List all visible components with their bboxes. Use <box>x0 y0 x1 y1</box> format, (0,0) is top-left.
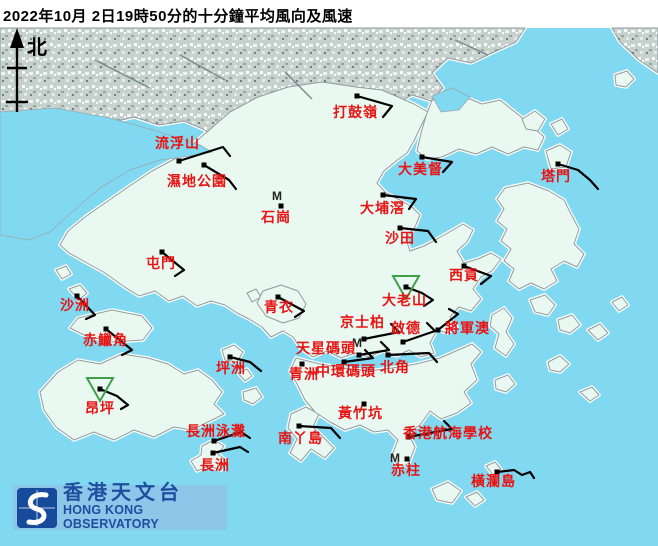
triangle-marker-tates-cairn <box>391 275 421 302</box>
starling-inlet-water <box>431 87 471 113</box>
wind-barb-north-point <box>386 351 439 364</box>
wind-barb-cheung-chau-beach <box>212 430 252 443</box>
station-dot-green-island <box>299 361 305 367</box>
map-title: 2022年10月 2日19時50分的十分鐘平均風向及風速 <box>3 8 353 25</box>
wind-barb-tai-po-kau <box>381 193 418 211</box>
station-dot-lau-fau-shan <box>176 158 182 164</box>
north-label: 北 <box>27 37 47 59</box>
station-dot-ta-kwu-ling <box>354 93 360 99</box>
hko-logo-banner: 香港天文台 HONG KONG OBSERVATORY <box>13 482 227 531</box>
station-dot-cheung-chau <box>210 450 216 456</box>
station-dot-central-pier <box>341 359 347 365</box>
station-dot-star-ferry <box>356 352 362 358</box>
station-dot-sai-kung <box>461 263 467 269</box>
station-dot-tai-po-kau <box>380 192 386 198</box>
station-dot-hk-sea-school <box>405 434 411 440</box>
station-dot-cheung-chau-beach <box>211 438 217 444</box>
hko-logo-english: HONG KONG OBSERVATORY <box>63 503 159 531</box>
station-dot-tates-cairn <box>403 284 409 290</box>
station-dot-tap-mun <box>555 161 561 167</box>
station-dot-sha-chau <box>74 293 80 299</box>
station-dot-ngong-ping <box>97 386 103 392</box>
wind-barb-tai-mei-tuk <box>420 155 454 174</box>
missing-data-marker-kings-park: M <box>352 336 362 350</box>
triangle-marker-ngong-ping <box>85 377 115 404</box>
wind-barb-waglan-island <box>495 468 536 480</box>
north-arrow <box>6 28 28 112</box>
station-dot-tuen-mun <box>159 249 165 255</box>
station-dot-chek-lap-kok <box>103 326 109 332</box>
wind-barb-wetland-park <box>202 163 238 191</box>
wind-barb-tap-mun <box>556 162 600 191</box>
wind-barb-peng-chau <box>228 355 263 373</box>
station-dot-tai-mei-tuk <box>419 154 425 160</box>
wind-barb-ta-kwu-ling <box>355 94 394 119</box>
mainland-roads <box>94 39 489 100</box>
wind-barb-chek-lap-kok <box>104 327 134 357</box>
wind-barb-ngong-ping <box>98 387 130 411</box>
station-dot-tsing-yi <box>275 294 281 300</box>
hko-logo-icon <box>17 487 57 528</box>
wind-barb-cheung-chau <box>211 445 250 455</box>
wind-barb-hk-sea-school <box>406 419 454 439</box>
missing-data-marker-shek-kong: M <box>272 189 282 203</box>
station-dot-kings-park <box>361 336 367 342</box>
station-dot-wong-chuk-hang <box>361 401 367 407</box>
station-dot-waglan-island <box>494 469 500 475</box>
wind-barb-lamma-island <box>297 424 342 440</box>
wind-barb-tates-cairn <box>404 285 435 308</box>
station-dot-lamma-island <box>296 423 302 429</box>
station-dot-shek-kong <box>278 203 284 209</box>
wind-barb-kings-park <box>362 322 401 341</box>
deep-bay-water <box>0 107 214 241</box>
wind-barb-tuen-mun <box>160 250 186 278</box>
wind-barb-central-pier <box>342 348 375 364</box>
wind-barb-kai-tak <box>401 321 437 344</box>
wind-barb-sai-kung <box>462 264 493 286</box>
wind-barb-sha-tin <box>398 226 438 244</box>
wind-barb-tseung-kwan-o <box>436 307 460 332</box>
wind-barb-tsing-yi <box>276 295 306 319</box>
station-dot-kai-tak <box>400 339 406 345</box>
station-dot-sha-tin <box>397 225 403 231</box>
station-dot-peng-chau <box>227 354 233 360</box>
hko-logo-chinese: 香港天文台 <box>63 482 183 505</box>
missing-data-marker-stanley: M <box>390 451 400 465</box>
station-dot-wetland-park <box>201 162 207 168</box>
wind-barb-sha-chau <box>75 294 97 321</box>
station-dot-north-point <box>385 352 391 358</box>
station-dot-stanley <box>404 456 410 462</box>
wind-barb-lau-fau-shan <box>177 145 232 163</box>
station-dot-tseung-kwan-o <box>435 327 441 333</box>
